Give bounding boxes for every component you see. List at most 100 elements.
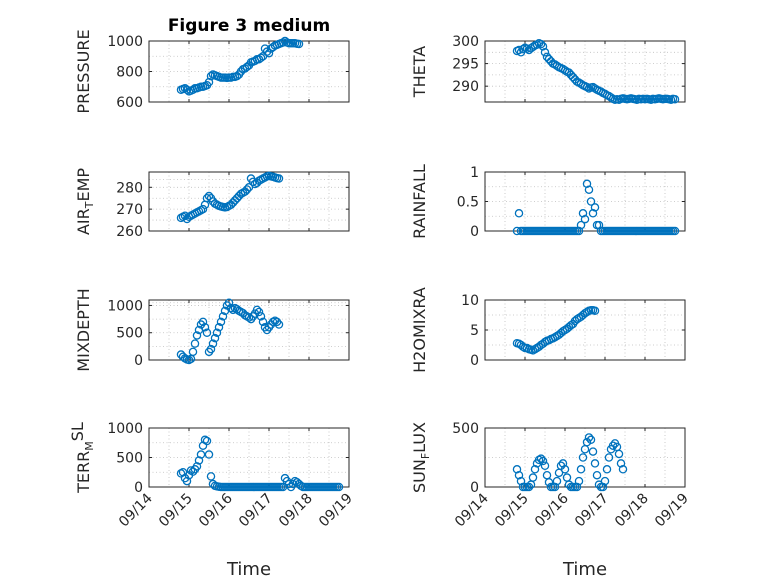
rainfall-point-37: [586, 197, 596, 206]
sun_flux-point-32: [576, 465, 586, 474]
sun_flux-point-20: [552, 476, 562, 486]
mixdepth-axes: 0 500 1000 MIXDEPTH: [74, 288, 350, 372]
sun_flux-point-14: [540, 461, 550, 471]
theta-point-10: [532, 40, 542, 49]
h2omixra-ylabel: H2OMIXRA: [410, 287, 429, 373]
theta-point-3: [518, 44, 528, 54]
air_temp-ylabel: AIRTEMP: [74, 168, 96, 235]
air_temp-point-49: [274, 174, 284, 183]
sun_flux-point-40: [592, 470, 602, 480]
sun_flux-point-51: [614, 449, 624, 459]
pressure-axes: 600 800 1000 PRESSURE Figure 3 medium: [74, 16, 350, 114]
mixdepth-point-24: [224, 298, 234, 307]
sun_flux-point-39: [590, 459, 600, 468]
pressure-ylabel: PRESSURE: [74, 29, 93, 113]
terr_msl-markers: [176, 435, 344, 492]
theta-point-14: [540, 48, 550, 57]
pressure-ytick-label-0: 600: [116, 95, 143, 111]
sun_flux-point-2: [516, 476, 526, 486]
theta-point-35: [582, 82, 592, 92]
air_temp-ylabel-rest: EMP: [74, 168, 93, 202]
theta-point-79: [670, 95, 680, 104]
mixdepth-point-6: [188, 347, 198, 357]
pressure-point-59: [294, 39, 304, 49]
rainfall-point-36: [584, 185, 594, 194]
air_temp-ylabel-sub: T: [83, 201, 96, 209]
h2omixra-ytick-label-2: 10: [461, 293, 479, 309]
mixdepth-point-13: [202, 328, 212, 337]
mixdepth-ytick-label-2: 1000: [107, 298, 143, 314]
mixdepth-point-21: [218, 312, 228, 321]
terr_msl-ytick-label-0: 0: [134, 480, 143, 496]
theta-markers: [512, 39, 680, 104]
theta-point-12: [536, 39, 546, 49]
sun_flux-point-33: [578, 453, 588, 462]
rainfall-point-41: [594, 220, 604, 230]
rainfall-point-39: [590, 203, 600, 212]
rainfall-axes: 0 0.5 1 RAINFALL: [410, 164, 686, 240]
sun_flux-point-19: [550, 482, 560, 492]
theta-ytick-label-0: 290: [452, 79, 479, 95]
h2omixra-ytick-label-0: 0: [470, 353, 479, 369]
pressure-markers: [176, 36, 304, 96]
rainfall-ylabel: RAINFALL: [410, 164, 429, 239]
pressure-ytick-label-1: 800: [116, 65, 143, 81]
air_temp-point-14: [204, 191, 214, 201]
terr_msl-plot-area: [148, 427, 350, 488]
sun_flux-point-45: [602, 465, 612, 474]
sun_flux-point-31: [574, 476, 584, 486]
terr_msl-point-9: [194, 456, 204, 465]
sun_flux-point-0: [512, 465, 522, 474]
mixdepth-markers: [176, 298, 284, 365]
mixdepth-point-26: [228, 305, 238, 315]
terr_msl-ytick-label-1: 500: [116, 451, 143, 467]
pressure-point-40: [256, 53, 266, 63]
h2omixra-markers: [512, 305, 600, 355]
pressure-point-44: [264, 48, 274, 58]
mixdepth-point-7: [190, 339, 200, 348]
mixdepth-point-41: [258, 317, 268, 327]
terr_msl-point-8: [192, 462, 202, 471]
sun_flux-point-43: [598, 482, 608, 492]
terr_msl-xlabel: Time: [226, 559, 271, 580]
sun_flux-ytick-label-1: 500: [452, 421, 479, 437]
mixdepth-point-38: [252, 305, 262, 315]
sun_flux-point-37: [586, 435, 596, 445]
theta-point-13: [538, 42, 548, 51]
sun_flux-point-53: [618, 465, 628, 474]
air_temp-point-36: [248, 177, 258, 187]
mixdepth-point-12: [200, 323, 210, 332]
theta-ytick-label-2: 300: [452, 34, 479, 50]
air_temp-ylabel-main: AIR: [74, 208, 93, 235]
sun_flux-point-6: [524, 482, 534, 492]
mixdepth-point-40: [256, 312, 266, 321]
pressure-plot-area: [148, 40, 350, 103]
terr_msl-point-79: [334, 482, 344, 492]
sun_flux-point-13: [538, 456, 548, 466]
mixdepth-frame: [148, 299, 350, 361]
mixdepth-point-34: [244, 313, 254, 322]
rainfall-ytick-label-0: 0: [470, 224, 479, 240]
mixdepth-ytick-label-1: 500: [116, 326, 143, 342]
sun_flux-point-52: [616, 459, 626, 468]
mixdepth-ylabel: MIXDEPTH: [74, 288, 93, 371]
sun_flux-point-12: [536, 454, 546, 463]
rainfall-point-33: [578, 209, 588, 218]
h2omixra-point-39: [590, 306, 600, 316]
theta-ytick-label-1: 295: [452, 57, 479, 73]
h2omixra-axes: 0 5 10 H2OMIXRA: [410, 287, 686, 373]
sun_flux-ylabel-rest: LUX: [410, 422, 429, 453]
rainfall-point-32: [576, 220, 586, 230]
sun_flux-ylabel-main: SUN: [410, 459, 429, 493]
pressure-ytick-label-2: 1000: [107, 34, 143, 50]
pressure-point-51: [278, 38, 288, 47]
sun_flux-point-36: [584, 433, 594, 442]
sun_flux-xlabel: Time: [562, 559, 607, 580]
mixdepth-point-11: [198, 317, 208, 327]
theta-axes: 290 295 300 THETA: [410, 34, 686, 104]
sun_flux-point-8: [528, 473, 538, 482]
pressure-point-15: [206, 71, 216, 81]
air_temp-ytick-label-0: 260: [116, 224, 143, 240]
